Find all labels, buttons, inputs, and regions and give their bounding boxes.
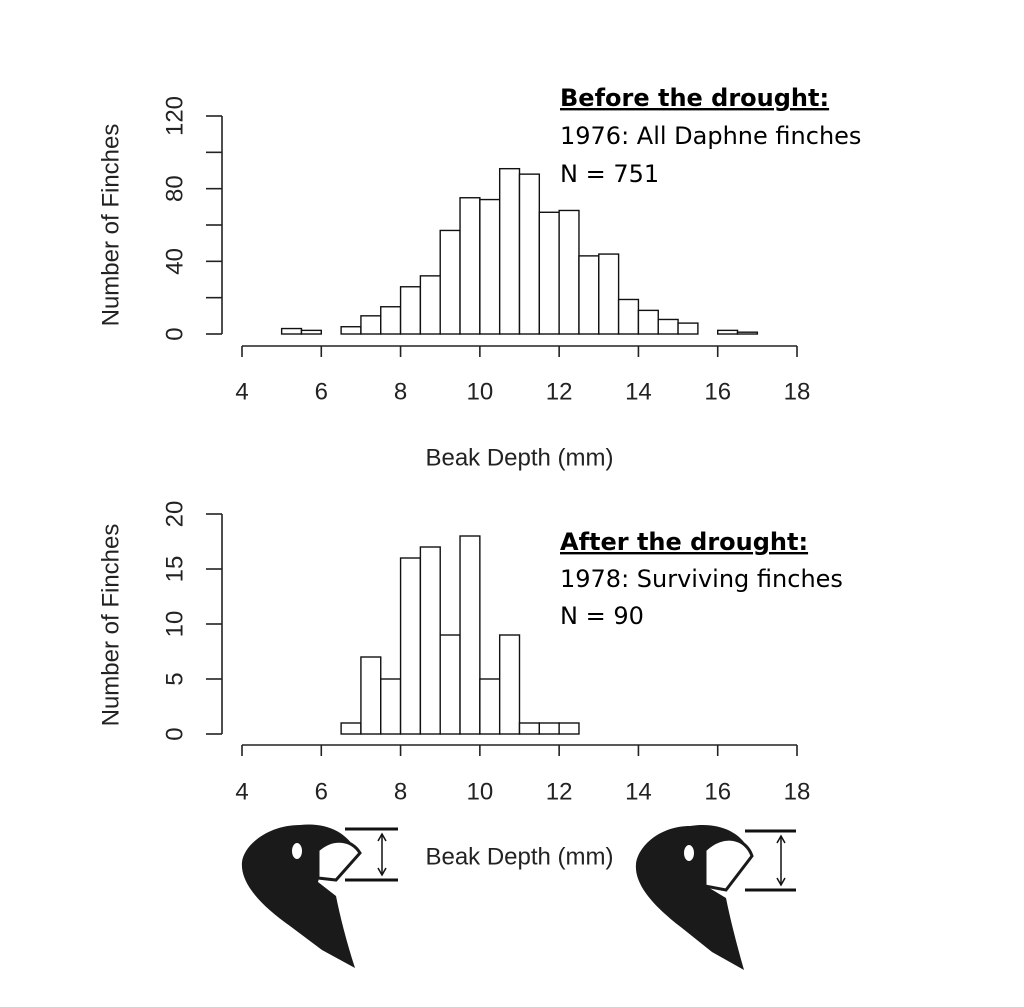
x-tick-label: 4	[235, 378, 248, 405]
bar	[459, 535, 481, 735]
bar	[340, 722, 362, 735]
bar	[479, 678, 501, 735]
x-tick-label: 6	[315, 778, 328, 805]
bar	[399, 286, 422, 335]
bar	[498, 167, 521, 335]
bar	[439, 229, 461, 335]
y-tick-label: 10	[161, 611, 188, 638]
x-tick-label: 12	[546, 778, 573, 805]
bar	[360, 315, 382, 335]
bar	[498, 634, 521, 735]
annotation: 1976: All Daphne finches	[560, 122, 861, 150]
bar	[538, 722, 560, 735]
bar	[538, 211, 560, 335]
annotation: 1978: Surviving finches	[560, 565, 843, 593]
y-tick-label: 0	[161, 327, 188, 340]
bar	[657, 318, 679, 335]
x-tick-label: 18	[784, 778, 811, 805]
x-tick-label: 4	[235, 778, 248, 805]
y-tick-label: 80	[161, 175, 188, 202]
x-tick-label: 14	[625, 378, 652, 405]
x-tick-label: 16	[704, 778, 731, 805]
y-tick-label: 40	[161, 248, 188, 275]
bar	[380, 306, 402, 335]
bar	[340, 326, 362, 335]
annotation: N = 90	[560, 602, 644, 630]
annotation-heading: Before the drought:	[560, 84, 829, 112]
bar	[479, 198, 501, 335]
finch-large	[635, 824, 796, 970]
annotation-heading: After the drought:	[560, 528, 808, 556]
bar	[280, 327, 303, 335]
bar	[360, 656, 382, 735]
x-tick-label: 10	[467, 778, 494, 805]
bar	[717, 329, 739, 335]
bar	[439, 634, 461, 735]
bar	[419, 275, 441, 335]
x-tick-label: 14	[625, 778, 652, 805]
annotation: N = 751	[560, 160, 659, 188]
x-tick-label: 16	[704, 378, 731, 405]
bar	[399, 557, 422, 735]
bar	[459, 197, 481, 335]
bar	[558, 209, 580, 335]
x-tick-label: 18	[784, 378, 811, 405]
x-tick-label: 12	[546, 378, 573, 405]
y-tick-label: 15	[161, 556, 188, 583]
bar	[598, 253, 620, 335]
bar	[617, 298, 640, 335]
x-tick-label: 10	[467, 378, 494, 405]
y-axis-title: Number of Finches	[97, 524, 124, 727]
bar	[518, 173, 541, 335]
y-tick-label: 20	[161, 501, 188, 528]
bar	[380, 678, 402, 735]
x-axis-title: Beak Depth (mm)	[425, 843, 613, 870]
y-axis-title: Number of Finches	[97, 124, 124, 327]
bar	[300, 329, 322, 335]
bar	[736, 331, 759, 335]
bar	[518, 722, 541, 735]
x-axis-title: Beak Depth (mm)	[425, 444, 613, 471]
x-tick-label: 8	[394, 378, 407, 405]
x-tick-label: 6	[315, 378, 328, 405]
bar	[578, 255, 600, 335]
bar	[419, 546, 441, 735]
y-tick-label: 120	[161, 96, 188, 136]
y-tick-label: 0	[161, 727, 188, 740]
bar	[637, 309, 659, 335]
x-tick-label: 8	[394, 778, 407, 805]
finch-small	[241, 824, 398, 968]
y-tick-label: 5	[161, 672, 188, 685]
bar	[558, 722, 580, 735]
bar	[677, 322, 699, 335]
